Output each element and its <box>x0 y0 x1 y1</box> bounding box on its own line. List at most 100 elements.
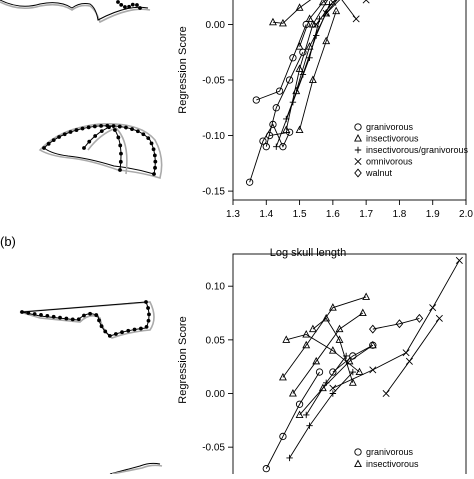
chart-a-point <box>262 143 270 151</box>
chart-b-point <box>322 313 331 322</box>
chart-a-point <box>278 18 287 27</box>
chart-a-point <box>259 137 267 145</box>
chart-b-point <box>362 292 371 300</box>
chart-a-point <box>322 36 331 45</box>
chart-b-y-tick-label: 0.05 <box>206 335 226 346</box>
chart-a-series-line <box>295 0 341 92</box>
chart-b-point <box>435 314 443 322</box>
chart-b-point <box>295 400 304 408</box>
skull-landmark-dot <box>92 124 97 129</box>
chart-b-series-line <box>299 344 374 416</box>
skull-landmark-dot <box>117 124 122 129</box>
skull-landmark-dot <box>130 2 135 7</box>
chart-b-y-tick-label: -0.05 <box>202 443 225 454</box>
chart-a-legend-label: insectivorous/granivorous <box>366 145 469 155</box>
chart-a-point <box>305 42 314 50</box>
chart-b-point <box>358 308 367 317</box>
skull-landmarks-a <box>42 0 158 176</box>
skull-landmark-dot <box>118 143 123 148</box>
chart-b-point <box>262 464 270 473</box>
skull-landmark-dot <box>45 313 50 318</box>
skull-landmark-dot <box>107 125 111 130</box>
chart-a-point <box>318 0 327 6</box>
chart-a-point <box>299 48 307 56</box>
skull-landmark-dot <box>135 129 140 134</box>
chart-a-series-line <box>272 0 312 24</box>
chart-a-legend-symbol <box>354 157 362 166</box>
skull-landmark-dot <box>144 300 148 304</box>
skull-landmark-dot <box>26 311 31 315</box>
chart-a-point <box>272 104 280 112</box>
chart-a-x-tick-label: 1.5 <box>293 209 307 220</box>
chart-b-legend-symbol <box>354 448 362 456</box>
skull-landmark-dot <box>20 310 24 314</box>
chart-a-point <box>332 6 341 15</box>
chart-b-series-line <box>385 318 440 394</box>
chart-b-point <box>329 390 337 397</box>
chart-a-axes: 1.3 1.4 1.5 1.6 1.7 1.8 1.9 2.0 0.00 -0.05 -0.10 -0… <box>202 0 473 220</box>
chart-b-point <box>318 383 327 392</box>
skull-landmark-dot <box>70 317 75 322</box>
chart-b-series-line <box>292 312 364 394</box>
skull-landmark-dot <box>147 312 151 317</box>
skull-landmark-dot <box>93 134 98 138</box>
panel-label-b: (b) <box>0 234 16 249</box>
skull-landmark-dot <box>88 311 92 316</box>
chart-b-point <box>369 324 377 334</box>
chart-a-legend: granivorous insectivorousinsectivorous/gr… <box>354 122 469 178</box>
chart-a: 1.3 1.4 1.5 1.6 1.7 1.8 1.9 2.0 0.00 -0.05 -0.10 -0… <box>177 0 473 259</box>
chart-b-point <box>395 319 404 329</box>
chart-a-point <box>295 64 304 72</box>
chart-b-point <box>302 330 311 338</box>
chart-a-legend-symbol <box>354 168 362 178</box>
chart-b-ylabel: Regression Score <box>177 316 189 403</box>
chart-b-point <box>335 324 344 333</box>
skull-landmark-dot <box>86 125 91 130</box>
chart-b-series-line <box>312 317 354 383</box>
chart-b-point <box>286 454 293 462</box>
chart-a-x-tick-label: 1.3 <box>226 209 240 220</box>
chart-a-xlabel: Log skull length <box>270 247 346 259</box>
skull-landmark-dot <box>58 315 62 320</box>
chart-b-point <box>369 366 377 374</box>
chart-b-point <box>278 372 287 381</box>
chart-b-point <box>288 389 297 397</box>
chart-b-point <box>308 324 317 333</box>
chart-a-series-line <box>299 0 328 47</box>
chart-a-series-line <box>265 52 304 147</box>
skull-landmark-dot <box>146 318 151 323</box>
chart-b-legend-symbol <box>354 459 362 468</box>
chart-a-point <box>275 87 284 95</box>
chart-b-series-line <box>286 334 360 373</box>
chart-a-point <box>305 14 314 22</box>
skull-landmark-dot <box>153 159 158 164</box>
chart-a-x-tick-label: 2.0 <box>459 209 473 220</box>
chart-b-point <box>355 367 364 376</box>
chart-b-y-tick-label: 0.00 <box>206 389 226 400</box>
chart-a-point <box>252 96 260 104</box>
chart-b-legend-label: insectivorous <box>366 459 419 469</box>
chart-b-point <box>349 368 357 376</box>
chart-b-legend: granivorous insectivorous <box>354 447 419 469</box>
chart-a-series-line <box>256 24 307 101</box>
chart-a-point <box>322 8 331 17</box>
chart-b-series <box>262 256 463 473</box>
skull-landmark-dot <box>149 141 154 146</box>
chart-a-legend-label: granivorous <box>366 122 414 132</box>
chart-b-point <box>402 349 410 357</box>
chart-b-point <box>369 341 377 349</box>
skull-outline-mid-b <box>19 301 155 339</box>
skull-landmark-dot <box>32 312 37 316</box>
chart-a-point <box>289 54 297 62</box>
skull-landmark-dot <box>103 329 108 334</box>
chart-b-series-line <box>289 371 354 459</box>
chart-a-legend-symbol <box>354 134 362 142</box>
chart-a-legend-label: omnivorous <box>366 157 413 167</box>
chart-a-x-tick-label: 1.9 <box>426 209 440 220</box>
skull-landmark-dot <box>151 147 156 152</box>
chart-b-legend-label: granivorous <box>366 447 414 457</box>
chart-b-point <box>415 313 424 323</box>
skull-landmark-dot <box>107 333 112 338</box>
chart-b-point <box>405 357 413 365</box>
skull-landmark-dot <box>152 153 157 158</box>
